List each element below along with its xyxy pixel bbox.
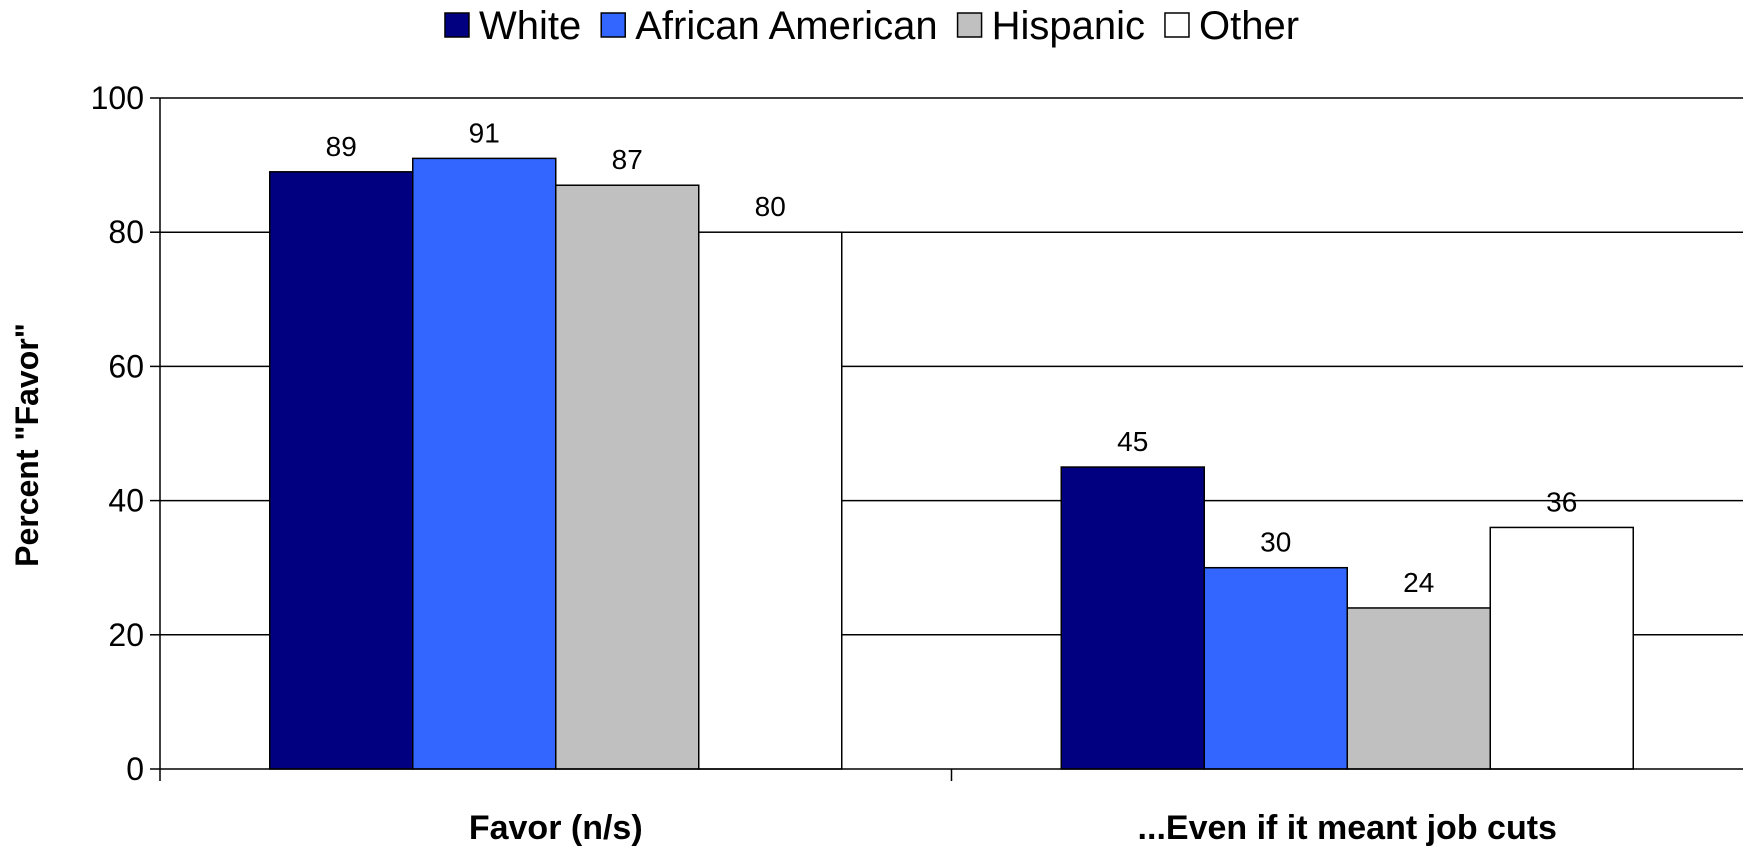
legend: White African American Hispanic Other [444,4,1299,48]
bar [555,184,700,770]
legend-label: White [479,4,581,48]
x-category-label: Favor (n/s) [469,809,643,847]
y-tick-label: 0 [126,751,144,787]
legend-swatch [444,12,470,38]
bars [269,157,1634,770]
bar [1060,466,1205,770]
bar [269,171,414,770]
data-label: 80 [755,191,786,222]
y-tick-label: 40 [108,483,144,519]
y-axis-title: Percent "Favor" [9,323,45,567]
data-label: 89 [326,131,357,162]
category-labels: Favor (n/s) ...Even if it meant job cuts [469,809,1557,847]
data-label: 36 [1546,486,1577,517]
bar [698,231,843,770]
data-label: 24 [1403,567,1434,598]
bar [1203,566,1348,770]
x-category-label: ...Even if it meant job cuts [1138,809,1557,847]
y-tick-label: 80 [108,214,144,250]
legend-swatch [956,12,983,38]
bar [1489,526,1634,770]
data-labels: 89 91 87 80 45 30 24 36 [326,117,1578,598]
axes [150,97,1743,781]
legend-swatch [1164,12,1190,38]
bar [412,157,557,770]
bar [1346,607,1491,770]
y-tick-labels: 0 20 40 60 80 100 [91,80,144,787]
legend-label: Other [1199,4,1299,48]
y-tick-label: 100 [91,80,144,116]
legend-label: African American [635,4,937,48]
data-label: 87 [612,144,643,175]
legend-swatch [600,12,626,38]
data-label: 91 [469,117,500,148]
legend-label: Hispanic [992,4,1145,48]
data-label: 45 [1117,426,1148,457]
y-tick-label: 20 [108,617,144,653]
y-tick-label: 60 [108,348,144,384]
data-label: 30 [1260,527,1291,558]
